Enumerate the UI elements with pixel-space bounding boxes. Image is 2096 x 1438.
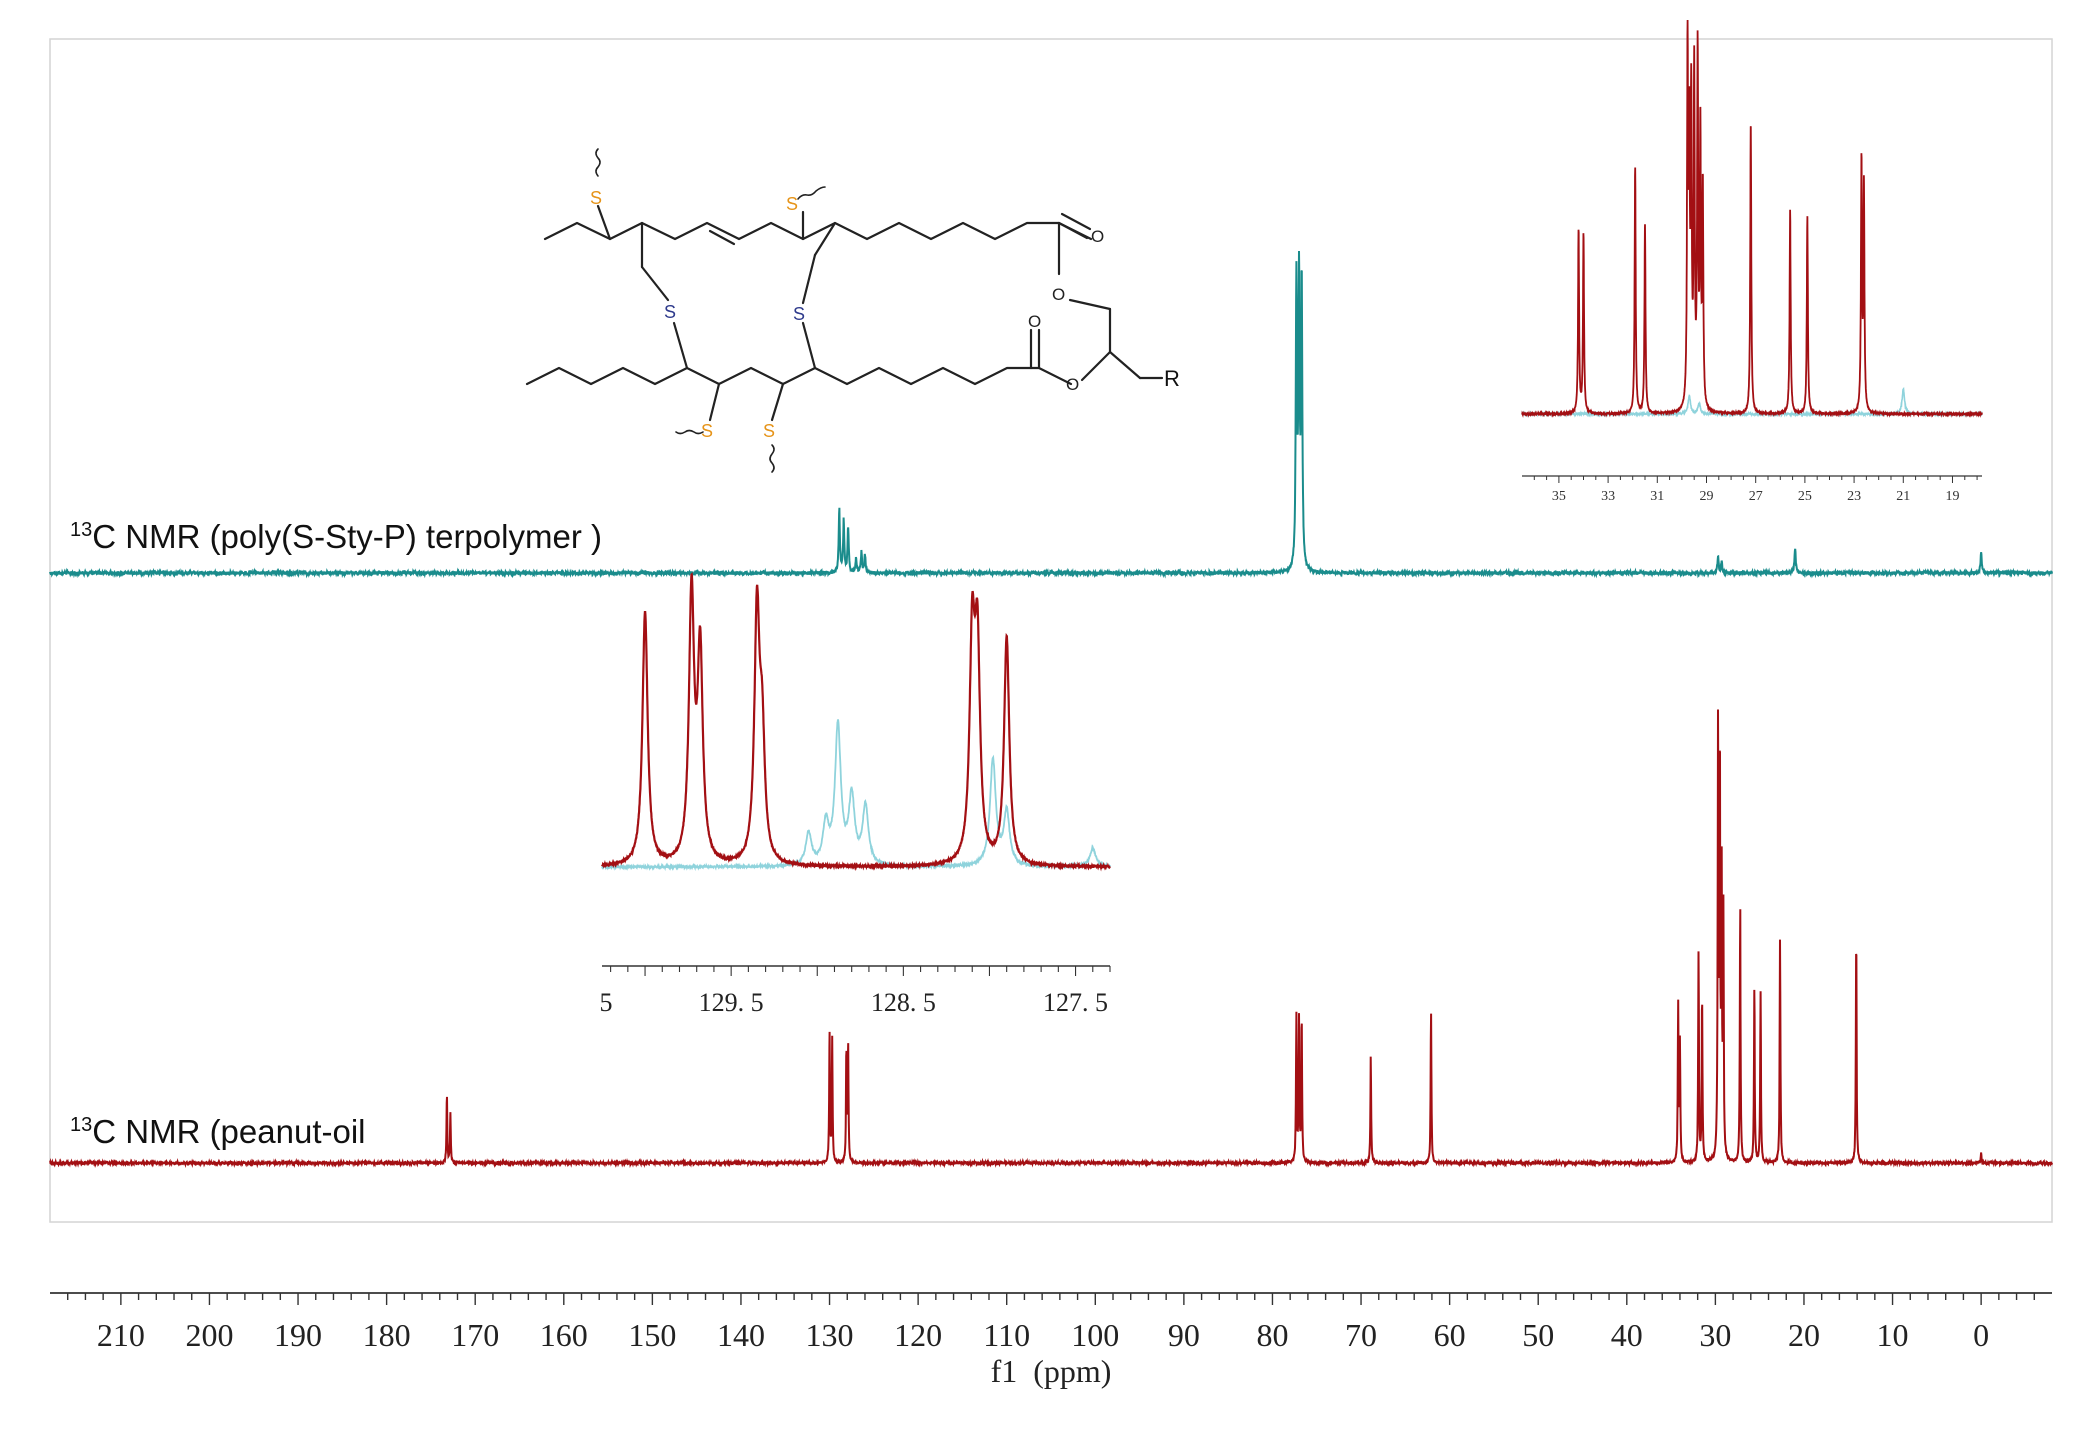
oxygen-atom-3: O (1028, 312, 1041, 331)
double-bond-inner (708, 229, 736, 246)
s-bond-4 (770, 382, 785, 422)
tick-label-70: 70 (1345, 1317, 1377, 1353)
tick-label-190: 190 (274, 1317, 322, 1353)
bridge-1-down (672, 321, 689, 370)
terpolymer-label: 13C NMR (poly(S-Sty-P) terpolymer ) (70, 518, 602, 555)
wavy-bond-4 (769, 444, 775, 473)
sulfur-atom-2: S (786, 194, 798, 214)
lower-chain-bonds (525, 366, 1073, 386)
tick-label-110: 110 (983, 1317, 1030, 1353)
wavy-bond-2 (797, 186, 826, 200)
terpolymer-label-text: C NMR (poly(S-Sty-P) terpolymer ) (92, 518, 602, 555)
carbonyl-upper-double (1060, 212, 1092, 231)
wavy-bond-3 (675, 429, 704, 435)
sulfur-atom-4: S (793, 304, 805, 324)
tick-label-200: 200 (185, 1317, 233, 1353)
bridge-2-up (801, 253, 817, 305)
tick-label-0: 0 (1973, 1317, 1989, 1353)
oxygen-atom-1: O (1091, 227, 1104, 246)
plot-frame (49, 38, 2053, 1223)
inset-olefinic-region: 129. 5 128. 5 127. 5 5 (600, 572, 1111, 1017)
terpolymer-label-superscript: 13 (70, 519, 92, 541)
bridge-2-down (801, 321, 817, 370)
axis-title: f1 (ppm) (991, 1353, 1112, 1389)
inset2-tick-label-128.5: 128. 5 (871, 988, 936, 1017)
wavy-bond-1 (595, 148, 601, 177)
peanut-oil-label-text: C NMR (peanut-oil (92, 1113, 365, 1150)
tick-label-50: 50 (1522, 1317, 1554, 1353)
inset1-peanut-oil-line (1521, 19, 1983, 418)
inset2-tick-label-129.5: 129. 5 (699, 988, 764, 1017)
inset1-tick-label-27: 27 (1749, 489, 1763, 504)
tick-label-90: 90 (1168, 1317, 1200, 1353)
sulfur-atom-6: S (763, 421, 775, 441)
oxygen-atom-4: O (1066, 375, 1079, 394)
s-bond-3 (708, 382, 721, 422)
tick-label-120: 120 (894, 1317, 942, 1353)
tick-label-10: 10 (1877, 1317, 1909, 1353)
tick-label-40: 40 (1611, 1317, 1643, 1353)
bridge-2-upper (813, 221, 837, 257)
inset1-tick-label-23: 23 (1847, 489, 1861, 504)
inset2-terpolymer-line (601, 719, 1111, 872)
structure-atom-labels: S S S S S S O O O O R (590, 188, 1180, 441)
inset1-tick-label-35: 35 (1552, 489, 1566, 504)
tick-label-210: 210 (97, 1317, 145, 1353)
inset2-tick-label-127.5: 127. 5 (1043, 988, 1108, 1017)
inset1-tick-label-31: 31 (1650, 489, 1664, 504)
carbonyl-upper (1057, 221, 1089, 240)
inset1-tick-label-19: 19 (1945, 489, 1959, 504)
tick-label-150: 150 (628, 1317, 676, 1353)
peanut-oil-label: 13C NMR (peanut-oil (70, 1113, 366, 1150)
tick-label-170: 170 (451, 1317, 499, 1353)
peanut-oil-spectrum-line (49, 709, 2053, 1169)
terpolymer-spectrum-line (49, 250, 2053, 579)
inset2-tick-label-partial: 5 (600, 988, 613, 1017)
tick-label-30: 30 (1699, 1317, 1731, 1353)
tick-label-80: 80 (1256, 1317, 1288, 1353)
r-group-label: R (1164, 366, 1180, 391)
sulfur-atom-1: S (590, 188, 602, 208)
tick-label-60: 60 (1434, 1317, 1466, 1353)
oxygen-atom-2: O (1052, 285, 1065, 304)
sulfur-atom-5: S (701, 421, 713, 441)
tick-label-180: 180 (363, 1317, 411, 1353)
ppm-axis: 210 200 190 180 170 160 150 140 130 120 110 100 90 80… (50, 1292, 2052, 1353)
chemical-structure (525, 148, 1164, 473)
inset1-tick-label-33: 33 (1601, 489, 1615, 504)
bridge-1-up (640, 265, 670, 302)
ester-lower-bond (1080, 350, 1112, 382)
sulfur-atom-3: S (664, 302, 676, 322)
inset1-tick-label-21: 21 (1896, 489, 1910, 504)
tick-label-130: 130 (806, 1317, 854, 1353)
tick-label-20: 20 (1788, 1317, 1820, 1353)
main-spectra (49, 250, 2053, 1169)
inset-aliphatic-region: 35 33 31 29 27 25 23 21 19 (1521, 19, 1983, 504)
inset1-tick-label-25: 25 (1798, 489, 1812, 504)
glycerol-backbone (1068, 298, 1112, 311)
tick-label-100: 100 (1071, 1317, 1119, 1353)
upper-chain-bonds (543, 221, 1093, 241)
r-bond (1108, 350, 1142, 380)
tick-label-160: 160 (540, 1317, 588, 1353)
peanut-oil-label-superscript: 13 (70, 1114, 92, 1136)
inset1-tick-label-29: 29 (1699, 489, 1713, 504)
tick-label-140: 140 (717, 1317, 765, 1353)
inset2-peanut-oil-line (601, 572, 1111, 872)
s-bond-1 (596, 204, 612, 241)
